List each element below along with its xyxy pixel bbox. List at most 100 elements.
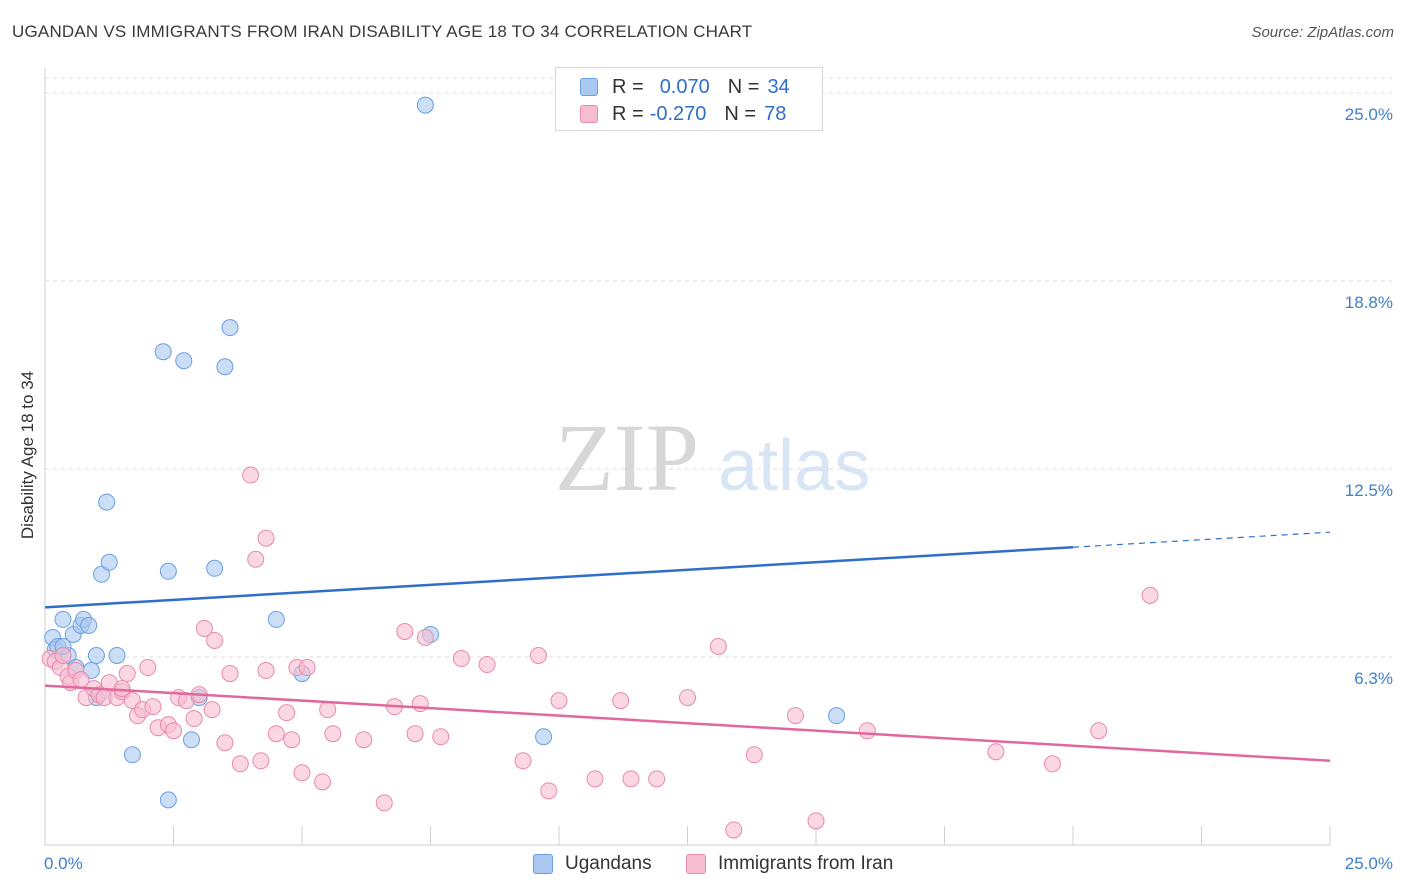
point-ugandans bbox=[54, 610, 72, 628]
point-iran bbox=[987, 743, 1005, 761]
point-ugandans bbox=[416, 96, 434, 114]
bottom-legend-label: Ugandans bbox=[565, 853, 652, 874]
point-ugandans bbox=[159, 791, 177, 809]
point-iran bbox=[165, 722, 182, 740]
legend-n-value: 34 bbox=[767, 75, 790, 98]
point-iran bbox=[206, 631, 224, 649]
point-iran bbox=[267, 725, 285, 743]
bottom-legend-swatch-pink bbox=[686, 854, 706, 874]
point-ugandans bbox=[221, 319, 239, 337]
point-ugandans bbox=[87, 647, 105, 665]
point-iran bbox=[586, 770, 604, 788]
point-iran bbox=[319, 701, 337, 719]
point-ugandans bbox=[108, 647, 126, 665]
data-points bbox=[41, 96, 1159, 839]
point-iran bbox=[221, 665, 239, 683]
point-iran bbox=[529, 647, 547, 665]
trend-lines bbox=[44, 531, 1331, 763]
point-ugandans bbox=[80, 616, 98, 634]
source-label: Source: ZipAtlas.com bbox=[1251, 24, 1394, 41]
point-iran bbox=[406, 725, 424, 743]
point-iran bbox=[298, 659, 316, 677]
point-iran bbox=[550, 692, 568, 710]
correlation-legend: R = 0.070 N = 34 R = -0.270 N = 78 bbox=[555, 67, 823, 131]
point-ugandans bbox=[182, 731, 200, 749]
point-iran bbox=[314, 773, 332, 791]
point-iran bbox=[709, 637, 727, 655]
point-iran bbox=[411, 695, 429, 713]
point-iran bbox=[283, 731, 301, 749]
y-tick-label: 25.0% bbox=[1345, 105, 1393, 124]
point-iran bbox=[216, 734, 234, 752]
point-ugandans bbox=[206, 559, 224, 577]
legend-row-iran: R = -0.270 N = 78 bbox=[580, 101, 786, 127]
point-iran bbox=[540, 782, 558, 800]
legend-r-label: R = bbox=[612, 75, 644, 98]
point-ugandans bbox=[100, 553, 118, 571]
point-iran bbox=[231, 755, 249, 773]
point-iran bbox=[612, 692, 630, 710]
point-iran bbox=[257, 529, 275, 547]
point-iran bbox=[252, 752, 270, 770]
point-iran bbox=[139, 659, 157, 677]
y-tick-label: 18.8% bbox=[1345, 293, 1393, 312]
point-iran bbox=[432, 728, 450, 746]
point-iran bbox=[452, 650, 470, 668]
point-ugandans bbox=[123, 746, 141, 764]
trendline-ugandans bbox=[44, 545, 1074, 609]
trendline-iran bbox=[44, 684, 1331, 763]
tick-labels: 25.0% 18.8% 12.5% 6.3% 0.0% 25.0% bbox=[44, 105, 1393, 873]
legend-n-label: N = bbox=[724, 102, 757, 125]
point-iran bbox=[247, 550, 265, 568]
legend-n-value: 78 bbox=[764, 102, 787, 125]
point-iran bbox=[375, 794, 393, 812]
point-iran bbox=[745, 746, 763, 764]
bottom-legend-swatch-blue bbox=[533, 854, 553, 874]
point-ugandans bbox=[93, 565, 111, 583]
point-iran bbox=[144, 698, 162, 716]
point-iran bbox=[1043, 755, 1061, 773]
point-iran bbox=[355, 731, 373, 749]
watermark-zip: ZIP bbox=[555, 404, 699, 511]
x-tick-label-min: 0.0% bbox=[44, 854, 83, 873]
point-iran bbox=[648, 770, 666, 788]
point-iran bbox=[118, 665, 136, 683]
y-tick-label: 12.5% bbox=[1345, 481, 1393, 500]
point-iran bbox=[858, 722, 876, 740]
point-iran bbox=[54, 647, 72, 665]
trendline-ugandans-extension bbox=[1072, 531, 1331, 548]
point-ugandans bbox=[175, 352, 193, 370]
point-iran bbox=[242, 466, 260, 484]
bottom-legend-ugandans: Ugandans bbox=[533, 852, 652, 876]
legend-swatch-blue bbox=[580, 78, 598, 96]
point-iran bbox=[195, 619, 213, 637]
point-ugandans bbox=[216, 358, 234, 376]
point-iran bbox=[396, 622, 414, 640]
watermark-atlas: atlas bbox=[718, 426, 870, 506]
point-ugandans bbox=[828, 707, 846, 725]
point-iran bbox=[1141, 586, 1159, 604]
point-iran bbox=[679, 689, 696, 707]
point-iran bbox=[416, 628, 434, 646]
point-iran bbox=[278, 704, 296, 722]
point-iran bbox=[478, 656, 496, 674]
bottom-legend-iran: Immigrants from Iran bbox=[686, 852, 893, 876]
point-iran bbox=[293, 764, 311, 782]
point-iran bbox=[185, 710, 203, 728]
point-iran bbox=[1090, 722, 1108, 740]
chart-title: UGANDAN VS IMMIGRANTS FROM IRAN DISABILI… bbox=[12, 22, 753, 41]
point-ugandans bbox=[267, 610, 285, 628]
point-iran bbox=[807, 812, 825, 830]
legend-row-ugandans: R = 0.070 N = 34 bbox=[580, 74, 790, 100]
legend-swatch-pink bbox=[580, 105, 598, 123]
legend-r-label: R = bbox=[612, 102, 644, 125]
point-iran bbox=[786, 707, 804, 725]
bottom-legend-label: Immigrants from Iran bbox=[718, 853, 894, 874]
legend-n-label: N = bbox=[727, 75, 760, 98]
point-ugandans bbox=[159, 562, 177, 580]
point-iran bbox=[203, 701, 221, 719]
x-tick-label-max: 25.0% bbox=[1345, 854, 1393, 873]
legend-r-value: 0.070 bbox=[659, 75, 710, 98]
y-axis-label: Disability Age 18 to 34 bbox=[18, 371, 37, 539]
